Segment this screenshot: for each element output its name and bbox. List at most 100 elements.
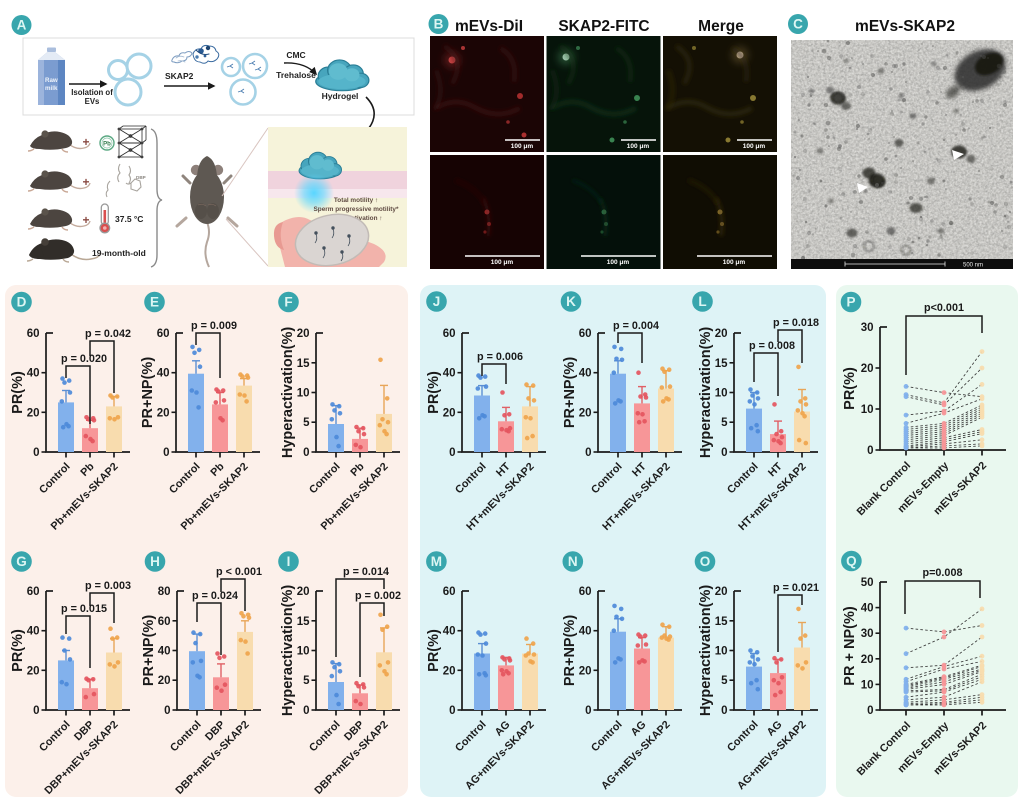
svg-text:E: E	[150, 295, 159, 310]
svg-text:50: 50	[861, 577, 874, 589]
svg-text:15: 15	[297, 358, 310, 370]
svg-text:60: 60	[579, 586, 592, 598]
svg-text:80: 80	[158, 586, 171, 598]
svg-text:Merge: Merge	[698, 18, 744, 35]
svg-text:p = 0.042: p = 0.042	[85, 328, 131, 340]
svg-text:K: K	[566, 294, 576, 309]
svg-text:C: C	[793, 17, 803, 32]
svg-text:Total motility ↑: Total motility ↑	[334, 197, 378, 204]
svg-text:0: 0	[164, 705, 170, 717]
svg-text:p = 0.002: p = 0.002	[355, 590, 401, 602]
svg-text:15: 15	[715, 358, 728, 370]
svg-text:20: 20	[861, 363, 874, 375]
svg-text:0: 0	[721, 705, 727, 717]
svg-text:p = 0.014: p = 0.014	[343, 566, 389, 578]
svg-text:PR(%): PR(%)	[426, 371, 442, 414]
svg-text:P: P	[846, 295, 855, 310]
svg-text:Pb: Pb	[103, 142, 111, 148]
svg-text:PR+NP(%): PR+NP(%)	[562, 357, 578, 428]
svg-text:10: 10	[715, 388, 728, 400]
svg-text:milk: milk	[45, 85, 58, 92]
svg-text:Isolation of: Isolation of	[71, 88, 113, 97]
svg-text:0: 0	[867, 705, 873, 717]
svg-text:15: 15	[297, 616, 310, 628]
svg-text:EVs: EVs	[85, 97, 100, 106]
svg-text:PR(%): PR(%)	[426, 629, 442, 672]
svg-text:40: 40	[443, 368, 456, 380]
svg-text:30: 30	[861, 628, 874, 640]
svg-text:+: +	[82, 175, 89, 189]
svg-text:p = 0.021: p = 0.021	[773, 582, 819, 594]
svg-text:p = 0.018: p = 0.018	[773, 317, 819, 329]
svg-text:10: 10	[861, 679, 874, 691]
svg-text:0: 0	[585, 447, 591, 459]
svg-text:40: 40	[579, 368, 592, 380]
svg-text:mEVs-SKAP2: mEVs-SKAP2	[855, 18, 955, 35]
svg-text:5: 5	[303, 675, 310, 687]
svg-text:20: 20	[861, 654, 874, 666]
svg-text:0: 0	[867, 445, 873, 457]
svg-text:10: 10	[297, 646, 310, 658]
svg-text:0: 0	[585, 705, 591, 717]
svg-text:p = 0.004: p = 0.004	[613, 320, 659, 332]
svg-text:10: 10	[861, 404, 874, 416]
svg-text:100 μm: 100 μm	[607, 259, 630, 266]
svg-text:20: 20	[579, 407, 592, 419]
svg-text:Hyperactivation(%): Hyperactivation(%)	[698, 327, 714, 459]
svg-text:20: 20	[297, 328, 310, 340]
svg-text:p<0.001: p<0.001	[924, 302, 964, 314]
svg-text:CMC: CMC	[286, 50, 305, 60]
svg-text:0: 0	[33, 447, 39, 459]
svg-text:60: 60	[579, 328, 592, 340]
svg-text:20: 20	[27, 665, 40, 677]
svg-text:500 nm: 500 nm	[963, 263, 983, 269]
svg-text:Sperm progressive motility*: Sperm progressive motility*	[314, 206, 399, 213]
svg-text:p = 0.015: p = 0.015	[61, 603, 107, 615]
svg-text:B: B	[434, 17, 444, 32]
svg-text:20: 20	[715, 328, 728, 340]
svg-text:60: 60	[157, 328, 170, 340]
svg-text:0: 0	[303, 705, 309, 717]
svg-text:Trehalose: Trehalose	[276, 70, 316, 80]
svg-text:DBP: DBP	[136, 175, 146, 180]
svg-text:60: 60	[27, 586, 40, 598]
svg-text:J: J	[433, 294, 441, 309]
svg-text:60: 60	[443, 586, 456, 598]
svg-text:5: 5	[721, 417, 728, 429]
svg-text:Hyperactivation(%): Hyperactivation(%)	[280, 585, 296, 717]
svg-text:20: 20	[715, 586, 728, 598]
svg-text:40: 40	[861, 603, 874, 615]
svg-text:PR(%): PR(%)	[10, 371, 26, 414]
svg-text:37.5 °C: 37.5 °C	[115, 214, 143, 224]
svg-text:O: O	[700, 554, 711, 569]
svg-text:40: 40	[158, 646, 171, 658]
svg-text:PR(%): PR(%)	[842, 367, 858, 410]
svg-text:15: 15	[715, 616, 728, 628]
svg-text:+: +	[82, 135, 89, 149]
svg-text:20: 20	[443, 665, 456, 677]
svg-text:N: N	[568, 554, 578, 569]
svg-text:100 μm: 100 μm	[511, 143, 534, 150]
svg-text:60: 60	[158, 616, 171, 628]
svg-text:40: 40	[27, 626, 40, 638]
svg-text:20: 20	[27, 407, 40, 419]
svg-text:0: 0	[449, 705, 455, 717]
svg-text:Hyperactivation(%): Hyperactivation(%)	[698, 585, 714, 717]
svg-text:M: M	[431, 554, 442, 569]
svg-text:19-month-old: 19-month-old	[92, 248, 146, 258]
svg-text:Q: Q	[846, 554, 857, 569]
svg-text:40: 40	[157, 368, 170, 380]
svg-text:40: 40	[443, 626, 456, 638]
svg-text:L: L	[698, 294, 706, 309]
svg-text:100 μm: 100 μm	[743, 143, 766, 150]
svg-text:p = 0.006: p = 0.006	[477, 351, 523, 363]
svg-text:D: D	[17, 295, 27, 310]
svg-text:p < 0.001: p < 0.001	[216, 566, 262, 578]
svg-text:G: G	[16, 554, 27, 569]
svg-text:H: H	[150, 554, 160, 569]
svg-text:PR+NP(%): PR+NP(%)	[562, 615, 578, 686]
svg-text:20: 20	[157, 407, 170, 419]
svg-text:F: F	[284, 295, 292, 310]
svg-text:40: 40	[579, 626, 592, 638]
svg-text:+: +	[82, 213, 89, 227]
